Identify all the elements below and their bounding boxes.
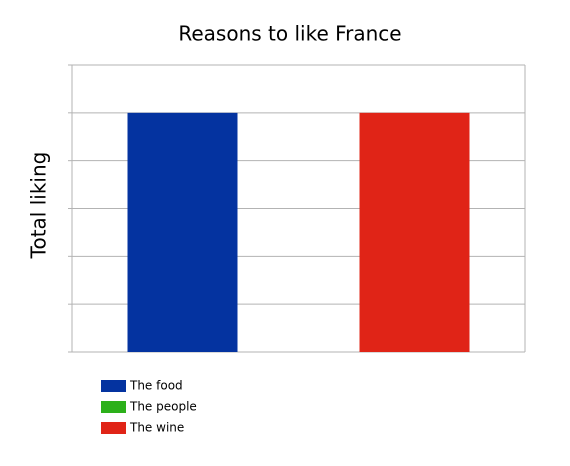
legend-label: The wine [129,421,184,435]
bar [127,112,238,352]
legend-swatch [101,422,126,434]
bar [359,112,470,352]
legend-label: The food [129,379,183,393]
y-axis-label: Total liking [27,152,51,260]
legend-swatch [101,401,126,413]
legend-label: The people [129,400,197,414]
legend-swatch [101,380,126,392]
chart-title: Reasons to like France [178,22,401,46]
